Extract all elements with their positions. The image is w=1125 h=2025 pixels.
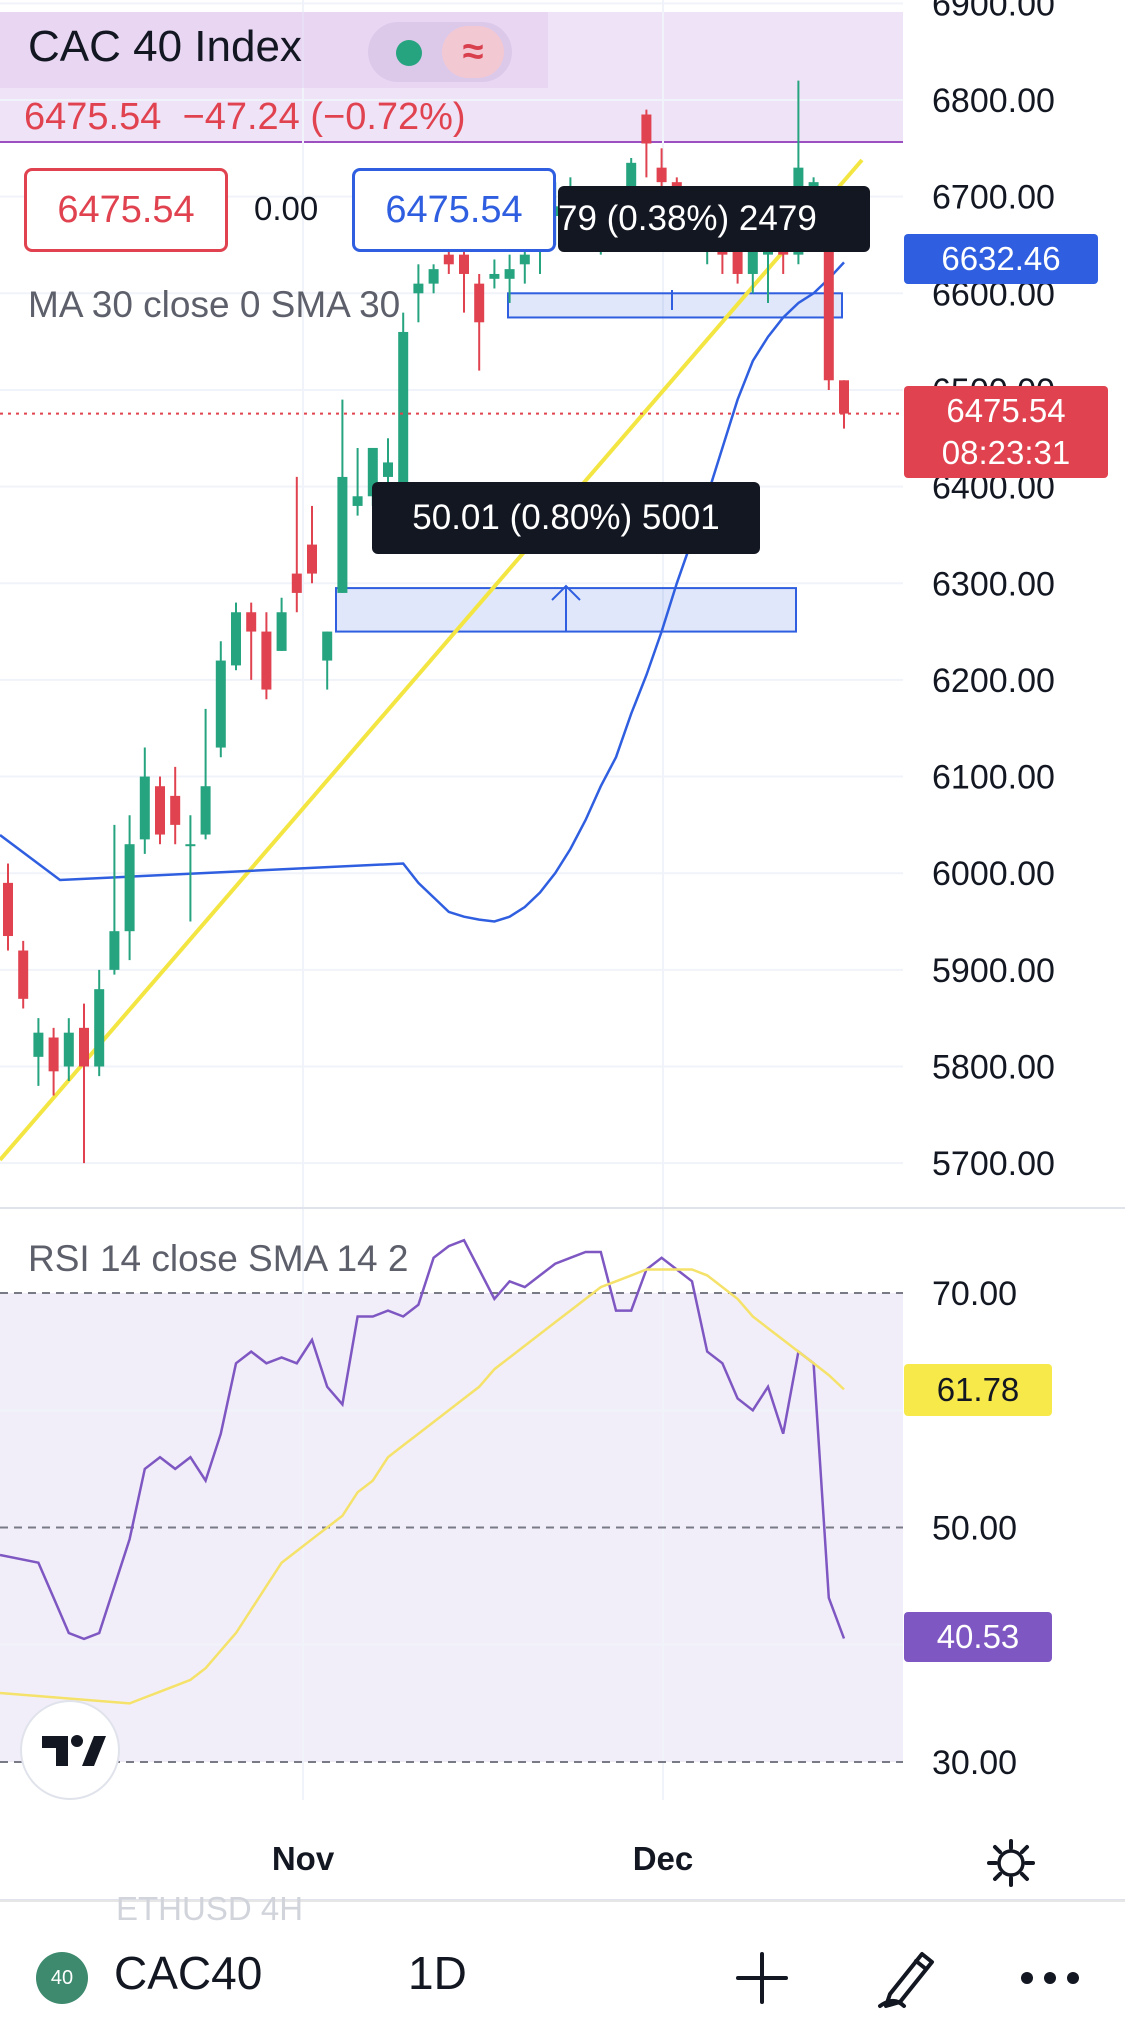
rsi-sma-tag: 61.78 <box>904 1364 1052 1416</box>
candle-body <box>291 573 302 593</box>
candle-body <box>307 544 317 574</box>
x-axis-label: Dec <box>633 1840 694 1877</box>
candle-body <box>322 631 333 661</box>
draw-pencil-icon[interactable] <box>876 1944 940 2010</box>
candle-body <box>200 786 211 835</box>
candle-body <box>215 660 226 748</box>
candle-body <box>231 612 241 666</box>
candle-body <box>18 950 29 999</box>
add-plus-icon[interactable] <box>734 1950 790 2006</box>
candle-body <box>185 844 196 847</box>
rsi-axis-label: 50.00 <box>932 1510 1017 1548</box>
last-price-value: 6475.54 <box>946 392 1066 429</box>
y-axis-label: 5900.00 <box>932 952 1055 990</box>
y-axis-label: 6900.00 <box>932 0 1055 23</box>
candle-body <box>337 476 348 593</box>
spread-value: 0.00 <box>254 190 319 227</box>
rsi-sma-line <box>0 1268 845 1705</box>
bar-countdown: 08:23:31 <box>941 434 1071 471</box>
candle-body <box>94 989 105 1067</box>
candle-body <box>139 776 150 840</box>
candle-body <box>504 269 515 279</box>
symbol-selector[interactable]: CAC40 <box>114 1947 263 1999</box>
trendline <box>0 158 864 1162</box>
candle-body <box>443 254 454 265</box>
candle-body <box>459 254 469 274</box>
tradingview-logo[interactable] <box>20 1700 120 1800</box>
y-axis-label: 6300.00 <box>932 565 1055 603</box>
rsi-axis-label: 30.00 <box>932 1744 1017 1782</box>
symbol-title[interactable]: CAC 40 Index <box>28 22 302 71</box>
candle-body <box>276 612 287 651</box>
candle-body <box>3 882 13 937</box>
tradingview-logo-icon <box>42 1735 106 1766</box>
candle-body <box>398 331 409 487</box>
y-axis-label: 6700.00 <box>932 179 1055 217</box>
candle-body <box>33 1032 44 1057</box>
candle-body <box>79 1027 89 1067</box>
candle-body <box>124 844 135 932</box>
candle-body <box>383 462 393 477</box>
ma-indicator-label[interactable]: MA 30 close 0 SMA 30 <box>28 284 401 325</box>
symbol-badge: 40 <box>36 1952 88 2004</box>
candle-body <box>763 249 773 255</box>
buy-button[interactable]: 6475.54 <box>352 168 556 252</box>
wave-icon[interactable]: ≈ <box>442 26 504 78</box>
rsi-line <box>0 1238 846 1641</box>
candle-body <box>367 447 378 497</box>
candle-body <box>63 1032 74 1067</box>
rsi-axis-label: 70.00 <box>932 1275 1017 1313</box>
candle-body <box>656 167 667 183</box>
rsi-indicator-label[interactable]: RSI 14 close SMA 14 2 <box>28 1238 409 1279</box>
candle-body <box>747 244 758 274</box>
sell-button[interactable]: 6475.54 <box>24 168 228 252</box>
last-price-tag: 6475.54 08:23:31 <box>904 386 1108 478</box>
y-axis-label: 6000.00 <box>932 855 1055 893</box>
candle-body <box>823 215 834 381</box>
measure-range-box <box>507 292 843 319</box>
candle-body <box>732 235 743 274</box>
measure-arrow-head <box>551 584 581 601</box>
y-axis-label: 6200.00 <box>932 662 1055 700</box>
candle-body <box>155 786 165 835</box>
candle-body <box>261 631 272 690</box>
legend-price-change: 6475.54 −47.24 (−0.72%) <box>24 96 466 139</box>
candle-body <box>246 612 257 632</box>
candle-body <box>519 254 530 265</box>
y-axis-label: 6100.00 <box>932 759 1055 797</box>
candle-body <box>352 496 363 506</box>
x-axis-label: Nov <box>272 1840 335 1877</box>
settings-gear-icon[interactable] <box>984 1836 1038 1890</box>
candle-body <box>109 931 120 970</box>
ma-price-tag: 6632.46 <box>904 234 1098 284</box>
candle-body <box>626 162 637 197</box>
candle-body <box>474 283 485 323</box>
legend-price: 6475.54 <box>24 96 162 138</box>
more-dots-icon[interactable] <box>1018 1966 1082 1990</box>
candle-body <box>489 273 500 279</box>
candle-body <box>48 1037 59 1072</box>
y-axis-label: 5800.00 <box>932 1049 1055 1087</box>
y-axis-label: 5700.00 <box>932 1145 1055 1183</box>
ma-line <box>0 261 845 923</box>
candle-body <box>170 795 181 825</box>
y-axis-label: 6800.00 <box>932 82 1055 120</box>
candle-body <box>428 269 439 284</box>
candle-body <box>641 114 652 144</box>
bottom-toolbar <box>0 1900 1125 2025</box>
legend-change: −47.24 (−0.72%) <box>182 96 466 138</box>
candle-body <box>839 380 849 414</box>
rsi-value-tag: 40.53 <box>904 1612 1052 1662</box>
measure-tooltip-top-text: 79 (0.38%) 2479 <box>558 199 817 238</box>
previous-symbol-ghost: ETHUSD 4H <box>116 1890 304 1927</box>
measure-tooltip-top: 79 (0.38%) 2479 <box>558 186 870 252</box>
candle-body <box>413 283 424 294</box>
interval-selector[interactable]: 1D <box>408 1947 467 1999</box>
market-open-dot-icon <box>396 40 422 66</box>
measure-tooltip-bottom: 50.01 (0.80%) 5001 <box>372 482 760 554</box>
